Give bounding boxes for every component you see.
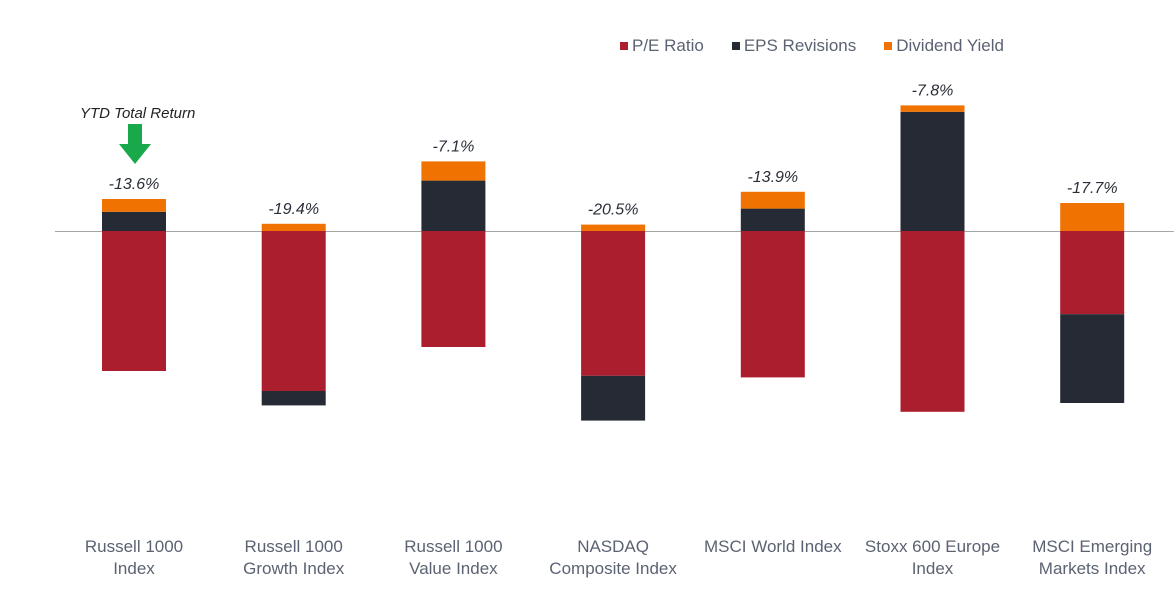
bar-segment-dividend-yield-5: [740, 191, 805, 209]
bar-segment-dividend-yield-3: [421, 161, 486, 181]
bar-segment-p-e-ratio-7: [1060, 231, 1125, 315]
data-label-ytd-return-6: -7.8%: [912, 82, 954, 99]
x-axis-category-label: Stoxx 600 Europe Index: [853, 536, 1013, 580]
bar-segment-dividend-yield-1: [102, 199, 166, 212]
bar-segment-dividend-yield-7: [1060, 203, 1125, 231]
bar-segment-eps-revisions-3: [421, 180, 486, 231]
x-axis-label-line: Index: [113, 559, 155, 578]
data-label-ytd-return-5: -13.9%: [747, 169, 798, 186]
bar-segment-dividend-yield-2: [261, 223, 326, 231]
data-label-ytd-return-7: -17.7%: [1067, 180, 1118, 197]
bar-segment-dividend-yield-6: [900, 105, 965, 112]
x-axis-label-line: NASDAQ: [577, 537, 649, 556]
ytd-total-return-annotation: YTD Total Return: [80, 105, 196, 122]
bar-segment-eps-revisions-7: [1060, 314, 1125, 403]
x-axis-category-label: MSCI World Index: [693, 536, 853, 580]
bar-segment-p-e-ratio-4: [581, 231, 646, 376]
data-label-ytd-return-2: -19.4%: [268, 201, 319, 218]
x-axis-category-label: MSCI Emerging Markets Index: [1012, 536, 1172, 580]
bar-segment-eps-revisions-1: [102, 211, 166, 231]
bar-segment-p-e-ratio-5: [740, 231, 805, 378]
bar-segment-eps-revisions-6: [900, 111, 965, 231]
legend-label-pe-ratio: P/E Ratio: [632, 36, 704, 55]
bar-segment-dividend-yield-4: [581, 224, 646, 231]
legend-item-pe-ratio: P/E Ratio: [620, 36, 704, 56]
data-label-ytd-return-4: -20.5%: [588, 202, 639, 219]
legend-swatch-pe-ratio: [620, 42, 628, 50]
x-axis-label-line: Russell 1000: [404, 537, 503, 556]
x-axis-label-line: Value Index: [409, 559, 498, 578]
data-label-ytd-return-1: -13.6%: [109, 176, 160, 193]
bar-segment-p-e-ratio-1: [102, 231, 166, 371]
x-axis-label-line: [693, 558, 853, 580]
legend-label-eps-revisions: EPS Revisions: [743, 36, 857, 55]
legend-swatch-eps-revisions: [731, 42, 740, 50]
legend: P/E Ratio EPS Revisions Dividend Yield: [620, 36, 1004, 56]
x-axis-label-line: MSCI Emerging: [1032, 537, 1153, 556]
bar-segment-p-e-ratio-6: [900, 231, 965, 412]
x-axis-category-label: Russell 1000 Value Index: [373, 536, 533, 580]
x-axis-label-line: Russell 1000: [244, 537, 343, 556]
x-axis-label-line: Markets Index: [1038, 559, 1146, 578]
legend-item-dividend-yield: Dividend Yield: [884, 36, 1004, 56]
bar-segment-eps-revisions-4: [581, 375, 646, 421]
legend-label-dividend-yield: Dividend Yield: [896, 36, 1004, 55]
bar-segment-eps-revisions-5: [740, 208, 805, 231]
x-axis-category-label: Russell 1000 Growth Index: [214, 536, 374, 580]
x-axis-category-label: Russell 1000 Index: [54, 536, 214, 580]
bar-segment-p-e-ratio-3: [421, 231, 486, 347]
x-axis-label-line: Growth Index: [243, 559, 345, 578]
bar-segment-eps-revisions-2: [261, 391, 326, 406]
legend-item-eps-revisions: EPS Revisions: [731, 36, 857, 56]
x-axis-label-line: Russell 1000: [84, 537, 184, 556]
x-axis-category-label: NASDAQ Composite Index: [533, 536, 693, 580]
down-arrow-icon: [119, 124, 151, 164]
data-label-ytd-return-3: -7.1%: [433, 138, 475, 155]
x-axis-label-line: Index: [911, 559, 954, 578]
x-axis-label-line: Stoxx 600 Europe: [864, 537, 1001, 556]
legend-swatch-dividend-yield: [884, 42, 893, 50]
x-axis-label-line: MSCI World Index: [703, 537, 842, 556]
bar-segment-p-e-ratio-2: [261, 231, 326, 391]
x-axis-label-line: Composite Index: [549, 559, 677, 578]
